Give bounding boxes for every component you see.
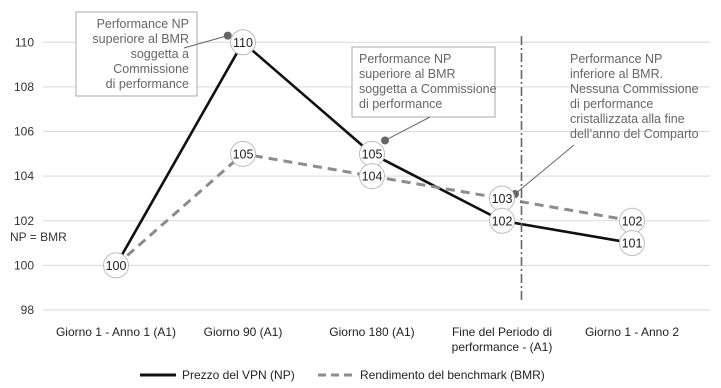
data-label: 110 [230,29,256,56]
annotation-text: Performance NP inferiore al BMR. Nessuna C… [570,52,699,141]
annotation-2: Performance NP superiore al BMR soggetta a… [351,46,497,145]
x-tick-label: Giorno 90 (A1) [204,325,283,339]
series-line-2 [115,152,633,267]
legend: Prezzo del VPN (NP) Rendimento del benchm… [140,368,545,382]
annotations: Performance NP superiore al BMR soggetta a… [75,11,699,198]
legend-label: Prezzo del VPN (NP) [182,368,295,382]
point-labels: 100 110 105 105 104 103 102 102 101 [103,29,645,279]
np-bmr-label: NP = BMR [10,230,67,244]
x-axis: Giorno 1 - Anno 1 (A1) Giorno 90 (A1) Gior… [56,325,679,354]
data-label: 102 [489,207,515,234]
svg-text:100: 100 [106,259,127,273]
svg-text:103: 103 [492,192,513,206]
svg-text:104: 104 [362,170,383,184]
data-label: 103 [489,185,515,212]
x-tick-label: Giorno 1 - Anno 1 (A1) [56,325,176,339]
y-tick-label: 100 [14,258,34,272]
y-tick-label: 110 [15,35,34,49]
svg-text:105: 105 [362,147,383,161]
data-label: 105 [359,140,385,167]
svg-text:101: 101 [622,237,643,251]
legend-item-2: Rendimento del benchmark (BMR) [318,368,545,382]
annotation-text: Performance NP superiore al BMR soggetta a… [359,52,497,111]
data-label: 102 [619,207,645,234]
x-tick-label: Giorno 1 - Anno 2 [585,325,679,339]
x-tick-label: Fine del Periodo di performance - (A1) [452,325,553,354]
y-tick-label: 102 [14,214,34,228]
svg-text:105: 105 [233,147,254,161]
legend-item-1: Prezzo del VPN (NP) [140,368,295,382]
y-axis: 98 100 102 104 106 108 110 [14,35,34,317]
data-label: 104 [359,163,385,190]
svg-text:102: 102 [622,214,643,228]
legend-label: Rendimento del benchmark (BMR) [360,368,545,382]
annotation-3: Performance NP inferiore al BMR. Nessuna C… [511,52,699,198]
data-label: 105 [230,140,256,167]
y-tick-label: 108 [14,80,34,94]
y-tick-label: 98 [21,303,35,317]
data-label: 100 [103,252,129,279]
annotation-1: Performance NP superiore al BMR soggetta a… [75,11,232,97]
x-tick-label: Giorno 180 (A1) [329,325,414,339]
svg-text:110: 110 [233,36,253,50]
y-tick-label: 104 [14,169,34,183]
svg-text:102: 102 [492,214,513,228]
annotation-text: Performance NP superiore al BMR soggetta a… [92,17,189,91]
y-tick-label: 106 [14,125,34,139]
data-label: 101 [619,230,645,257]
